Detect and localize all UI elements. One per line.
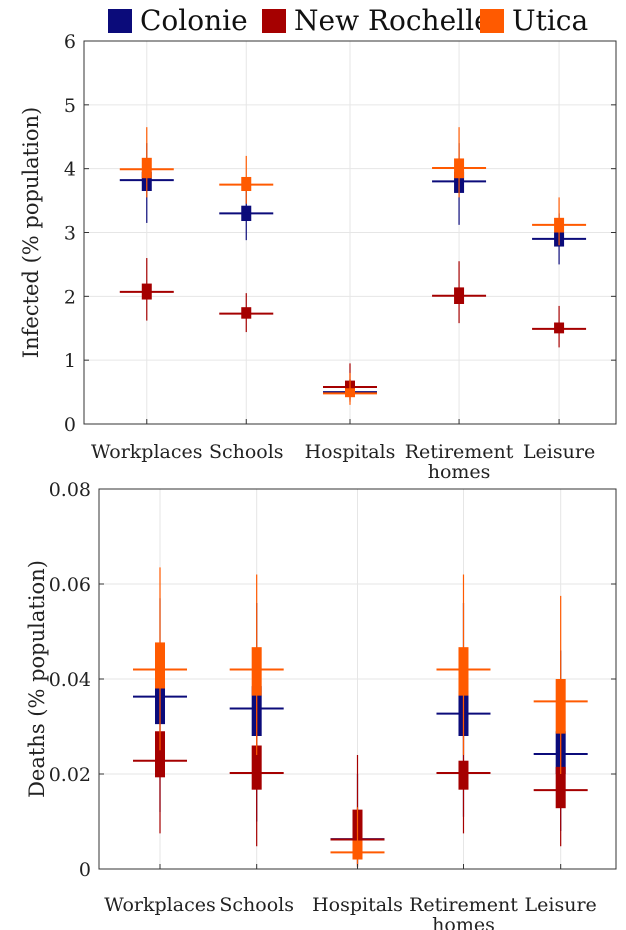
x-tick-label: homes — [428, 461, 491, 483]
y-tick-label: 0.02 — [49, 764, 91, 786]
y-tick-label: 0.08 — [49, 479, 91, 501]
box-iqr — [555, 679, 566, 734]
x-tick-label: Hospitals — [312, 894, 403, 916]
chart-panel-1: 0 1 2 3 4 5 6 Workplaces Schools Hospitals Retirem… — [19, 31, 617, 483]
series-utica — [119, 127, 587, 405]
chart-panel-2: 0 0.02 0.04 0.06 0.08 Workplaces Schools Hospit… — [25, 479, 617, 930]
x-tick-label: Hospitals — [305, 441, 396, 463]
box-iqr — [555, 766, 566, 809]
x-tick-label: homes — [432, 914, 495, 930]
chart-legend: Colonie New Rochelle Utica — [0, 0, 626, 40]
box-iqr — [352, 840, 363, 860]
x-tick-label: Workplaces — [104, 894, 215, 916]
y-tick-label: 0 — [64, 414, 76, 436]
box-iqr — [141, 157, 152, 179]
y-tick-label: 2 — [64, 286, 76, 308]
x-tick-label: Schools — [209, 441, 284, 463]
legend-item-new-rochelle: New Rochelle — [262, 6, 491, 36]
y-tick-label: 1 — [64, 350, 76, 372]
x-tick-label: Retirement — [409, 894, 518, 916]
series-new-rochelle — [119, 258, 587, 402]
box-iqr — [155, 731, 166, 778]
box-iqr — [458, 647, 469, 696]
box-iqr — [251, 745, 262, 790]
box-iqr — [458, 760, 469, 790]
x-tick-label: Leisure — [525, 894, 597, 916]
legend-item-colonie: Colonie — [108, 6, 248, 36]
box-iqr — [155, 642, 166, 689]
legend-swatch-new-rochelle — [262, 9, 286, 33]
series-new-rochelle — [133, 679, 588, 867]
y-axis-title: Deaths (% population) — [25, 560, 49, 798]
legend-label-utica: Utica — [512, 4, 589, 37]
legend-swatch-colonie — [108, 9, 132, 33]
y-axis-title: Infected (% population) — [19, 107, 43, 358]
legend-label-new-rochelle: New Rochelle — [294, 4, 491, 37]
y-tick-label: 0.06 — [49, 574, 91, 596]
y-tick-label: 0 — [79, 859, 91, 881]
x-tick-label: Schools — [219, 894, 294, 916]
series-colonie — [119, 143, 587, 400]
y-tick-label: 0.04 — [49, 669, 91, 691]
x-tick-label: Retirement — [405, 441, 514, 463]
y-tick-label: 5 — [64, 95, 76, 117]
legend-label-colonie: Colonie — [140, 4, 248, 37]
x-tick-label: Leisure — [523, 441, 595, 463]
legend-swatch-utica — [480, 9, 504, 33]
box-iqr — [251, 647, 262, 696]
y-tick-label: 4 — [64, 159, 76, 181]
x-tick-label: Workplaces — [91, 441, 202, 463]
series-utica — [133, 567, 588, 868]
y-tick-label: 6 — [64, 31, 76, 53]
legend-item-utica: Utica — [480, 6, 588, 36]
y-tick-label: 3 — [64, 223, 76, 245]
